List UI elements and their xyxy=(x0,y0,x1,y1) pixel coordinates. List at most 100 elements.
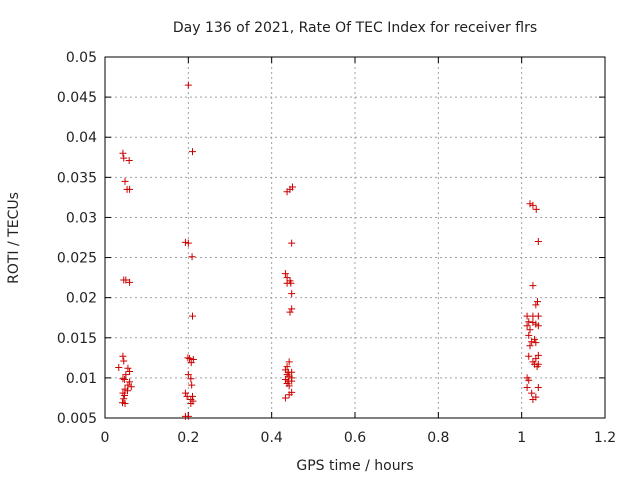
grid xyxy=(105,57,605,418)
y-tick-label: 0.015 xyxy=(57,331,97,347)
data-point xyxy=(286,308,294,316)
data-point xyxy=(281,375,289,383)
data-point xyxy=(534,312,542,320)
data-point xyxy=(125,156,133,164)
chart-title: Day 136 of 2021, Rate Of TEC Index for r… xyxy=(173,20,537,36)
data-point xyxy=(526,342,534,350)
y-tick-label: 0.03 xyxy=(66,210,97,226)
data-point xyxy=(121,177,129,185)
data-point xyxy=(285,391,293,399)
data-point xyxy=(188,253,196,261)
data-point xyxy=(529,201,537,209)
data-point xyxy=(187,359,195,367)
x-axis-label: GPS time / hours xyxy=(296,458,413,474)
data-point xyxy=(532,355,540,363)
data-point xyxy=(181,389,189,397)
data-point xyxy=(285,382,293,390)
data-point xyxy=(120,154,128,162)
y-tick-label: 0.035 xyxy=(57,170,97,186)
x-tick-label: 0.4 xyxy=(261,430,283,446)
y-tick-label: 0.045 xyxy=(57,90,97,106)
data-point xyxy=(526,200,534,208)
data-point xyxy=(188,381,196,389)
data-point xyxy=(184,354,192,362)
data-point xyxy=(523,384,531,392)
y-tick-label: 0.01 xyxy=(66,371,97,387)
x-tick-label: 0.8 xyxy=(427,430,449,446)
data-point xyxy=(534,238,542,246)
data-point xyxy=(281,270,289,278)
data-point xyxy=(529,319,537,327)
x-tick-label: 0.2 xyxy=(177,430,199,446)
data-point xyxy=(528,389,536,397)
data-point xyxy=(184,412,192,420)
data-point xyxy=(181,238,189,246)
data-point xyxy=(532,301,540,309)
data-point xyxy=(281,394,289,402)
data-point xyxy=(121,375,129,383)
y-tick-label: 0.02 xyxy=(66,291,97,307)
data-point xyxy=(526,326,534,334)
data-point xyxy=(126,278,134,286)
data-point xyxy=(525,376,533,384)
data-point xyxy=(288,290,296,298)
data-point xyxy=(283,363,291,371)
data-point xyxy=(529,282,537,290)
x-tick-label: 1.2 xyxy=(594,430,616,446)
data-point xyxy=(119,149,127,157)
data-point xyxy=(124,364,132,372)
data-points xyxy=(115,81,542,420)
data-point xyxy=(126,367,134,375)
data-point xyxy=(285,358,293,366)
data-point xyxy=(534,322,542,330)
y-axis-label: ROTI / TECUs xyxy=(6,192,22,284)
data-point xyxy=(119,375,127,383)
x-tick-label: 0.6 xyxy=(344,430,366,446)
y-tick-label: 0.005 xyxy=(57,411,97,427)
data-point xyxy=(121,400,129,408)
data-point xyxy=(115,363,123,371)
data-point xyxy=(525,331,533,339)
data-point xyxy=(534,298,541,306)
data-point xyxy=(288,377,296,385)
data-point xyxy=(184,81,192,89)
data-point xyxy=(184,371,192,379)
data-point xyxy=(529,396,537,404)
data-point xyxy=(532,339,540,347)
data-point xyxy=(187,375,195,383)
data-point xyxy=(122,371,130,379)
data-point xyxy=(120,357,128,365)
data-point xyxy=(533,363,541,371)
y-tick-label: 0.04 xyxy=(66,130,97,146)
data-point xyxy=(525,352,533,360)
data-point xyxy=(525,318,533,326)
data-point xyxy=(187,400,195,408)
y-tick-label: 0.05 xyxy=(66,50,97,66)
plot-frame xyxy=(104,56,606,419)
data-point xyxy=(126,378,134,386)
data-point xyxy=(121,392,129,400)
data-point xyxy=(189,148,196,156)
data-point xyxy=(534,384,542,392)
data-point xyxy=(127,383,135,391)
data-point xyxy=(528,338,536,346)
data-point xyxy=(126,185,134,193)
data-point xyxy=(523,322,531,330)
x-tick-label: 0 xyxy=(101,430,110,446)
data-point xyxy=(120,395,128,403)
x-tick-label: 1 xyxy=(517,430,526,446)
data-point xyxy=(184,239,192,247)
y-tick-label: 0.025 xyxy=(57,251,97,267)
data-point xyxy=(189,312,196,320)
data-point xyxy=(288,239,296,247)
data-point xyxy=(124,387,131,395)
data-point xyxy=(186,355,194,363)
data-point xyxy=(287,279,295,287)
data-point xyxy=(119,352,127,360)
axes: 0.005 0.01 0.015 0.02 0.025 0.03 0.035 0.04 0.04… xyxy=(57,50,616,446)
data-point xyxy=(532,205,540,213)
data-point xyxy=(288,305,296,313)
data-point xyxy=(283,188,291,196)
